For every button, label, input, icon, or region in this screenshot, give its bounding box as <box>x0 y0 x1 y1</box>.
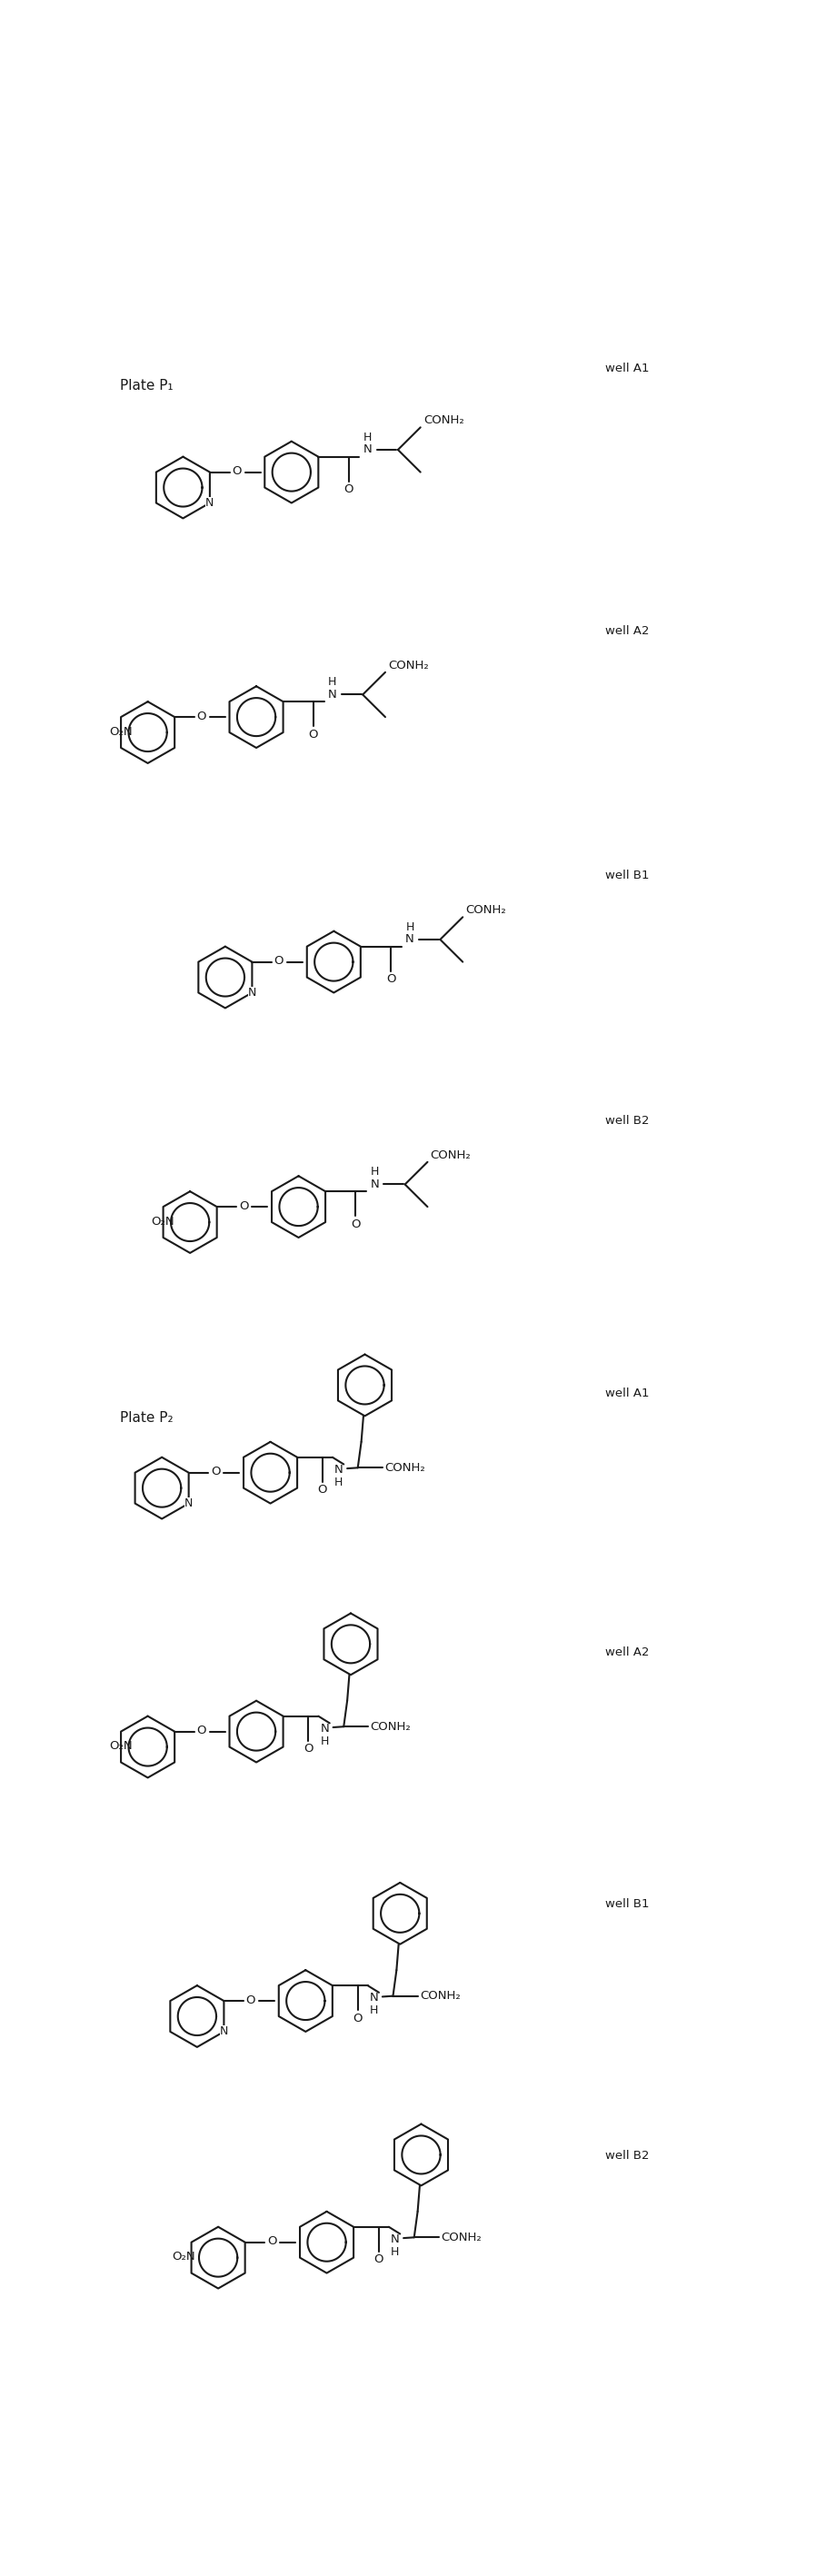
Text: O₂N: O₂N <box>172 2251 196 2262</box>
Text: CONH₂: CONH₂ <box>430 1149 471 1162</box>
Text: O: O <box>239 1200 248 1211</box>
Text: well A2: well A2 <box>605 1646 650 1659</box>
Text: CONH₂: CONH₂ <box>466 904 506 917</box>
Text: N: N <box>184 1497 193 1510</box>
Text: H: H <box>406 922 415 933</box>
Text: H: H <box>363 430 372 443</box>
Text: O: O <box>246 1994 255 2007</box>
Text: O: O <box>304 1744 313 1754</box>
Text: O: O <box>211 1466 220 1479</box>
Text: O: O <box>197 1726 206 1736</box>
Text: O: O <box>274 956 284 966</box>
Text: H: H <box>391 2246 399 2259</box>
Text: well A2: well A2 <box>605 626 650 636</box>
Text: Plate P₁: Plate P₁ <box>120 379 173 394</box>
Text: N: N <box>220 2025 228 2038</box>
Text: O: O <box>267 2236 277 2246</box>
Text: H: H <box>370 1167 379 1177</box>
Text: O₂N: O₂N <box>109 1741 132 1752</box>
Text: N: N <box>320 1723 329 1734</box>
Text: CONH₂: CONH₂ <box>441 2231 481 2244</box>
Text: CONH₂: CONH₂ <box>388 659 428 672</box>
Text: N: N <box>406 933 415 945</box>
Text: N: N <box>206 497 214 510</box>
Text: CONH₂: CONH₂ <box>424 415 464 425</box>
Text: O: O <box>386 974 396 984</box>
Text: O: O <box>353 2012 362 2025</box>
Text: N: N <box>335 1463 344 1476</box>
Text: N: N <box>248 987 256 999</box>
Text: O: O <box>344 484 353 495</box>
Text: CONH₂: CONH₂ <box>384 1461 425 1473</box>
Text: O₂N: O₂N <box>109 726 132 737</box>
Text: O: O <box>232 466 242 477</box>
Text: N: N <box>391 2233 400 2246</box>
Text: well B2: well B2 <box>605 2151 650 2161</box>
Text: N: N <box>328 688 337 701</box>
Text: well B1: well B1 <box>605 871 650 881</box>
Text: well B2: well B2 <box>605 1115 650 1126</box>
Text: N: N <box>363 443 372 456</box>
Text: N: N <box>370 1177 379 1190</box>
Text: O: O <box>375 2254 384 2267</box>
Text: well A1: well A1 <box>605 363 650 374</box>
Text: O: O <box>351 1218 361 1231</box>
Text: CONH₂: CONH₂ <box>370 1721 411 1734</box>
Text: Plate P₂: Plate P₂ <box>120 1412 173 1425</box>
Text: N: N <box>370 1991 379 2004</box>
Text: CONH₂: CONH₂ <box>419 1991 460 2002</box>
Text: well A1: well A1 <box>605 1388 650 1399</box>
Text: O: O <box>197 711 206 721</box>
Text: H: H <box>321 1736 329 1747</box>
Text: O: O <box>308 729 318 739</box>
Text: well B1: well B1 <box>605 1899 650 1911</box>
Text: H: H <box>335 1476 343 1489</box>
Text: H: H <box>328 675 337 688</box>
Text: O₂N: O₂N <box>151 1216 175 1226</box>
Text: O: O <box>317 1484 327 1497</box>
Text: H: H <box>370 2004 379 2017</box>
